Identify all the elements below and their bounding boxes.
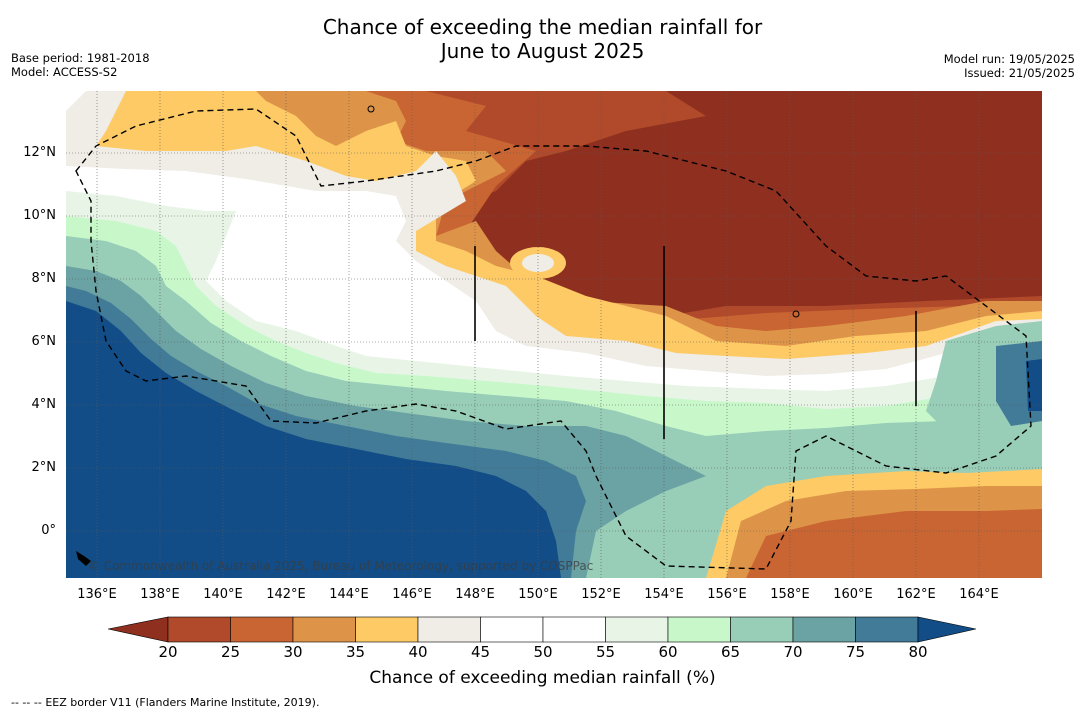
lat-label: 2°N — [31, 460, 57, 475]
lon-label: 144°E — [329, 587, 369, 602]
lon-label: 146°E — [392, 587, 432, 602]
chart-title-line2: June to August 2025 — [440, 39, 645, 63]
eez-legend: -- -- -- EEZ border V11 (Flanders Marine… — [11, 696, 319, 709]
model-text: Model: ACCESS-S2 — [11, 65, 118, 79]
colorbar-tick-label: 40 — [408, 643, 428, 661]
lat-label: 0° — [41, 523, 56, 538]
lat-label: 10°N — [23, 208, 56, 223]
lon-label: 138°E — [140, 587, 180, 602]
colorbar-tick-label: 70 — [783, 643, 803, 661]
map-graticule — [66, 91, 1042, 578]
colorbar-tick-label: 20 — [158, 643, 178, 661]
colorbar-extend-low — [108, 616, 169, 643]
copyright-text: © Commonwealth of Australia 2025, Bureau… — [88, 559, 594, 573]
colorbar-tick-label: 35 — [345, 643, 366, 661]
colorbar-segment — [667, 616, 731, 643]
lon-label: 162°E — [896, 587, 936, 602]
zone-se-25-30 — [746, 509, 1042, 578]
lat-label: 8°N — [31, 271, 57, 286]
rainfall-probability-map: © Commonwealth of Australia 2025, Bureau… — [66, 91, 1042, 578]
colorbar-extend-high — [917, 616, 977, 643]
eez-legend-text: EEZ border V11 (Flanders Marine Institut… — [45, 696, 320, 709]
colorbar-segment — [730, 616, 794, 643]
lon-label: 136°E — [77, 587, 117, 602]
eez-legend-symbol: -- -- -- — [11, 696, 42, 709]
lon-label: 142°E — [266, 587, 306, 602]
model-run-text: Model run: 19/05/2025 — [943, 52, 1075, 66]
colorbar-tick-label: 50 — [533, 643, 553, 661]
island-small-1 — [367, 105, 375, 113]
lon-label: 160°E — [833, 587, 873, 602]
colorbar-segment — [605, 616, 669, 643]
lon-label: 156°E — [707, 587, 747, 602]
lon-label: 152°E — [581, 587, 621, 602]
colorbar-tick-label: 60 — [658, 643, 678, 661]
colorbar-tick-label: 30 — [283, 643, 303, 661]
colorbar-segment — [167, 616, 231, 643]
colorbar-tick-label: 55 — [595, 643, 616, 661]
chart-title-line1: Chance of exceeding the median rainfall … — [322, 15, 763, 39]
colorbar — [108, 616, 977, 643]
colorbar-tick-label: 80 — [908, 643, 928, 661]
colorbar-tick-label: 65 — [720, 643, 741, 661]
colorbar-segment — [542, 616, 606, 643]
colorbar-segment — [855, 616, 919, 643]
colorbar-segment — [230, 616, 294, 643]
lat-label: 4°N — [31, 397, 57, 412]
island-small-2 — [792, 310, 800, 318]
lon-label: 148°E — [455, 587, 495, 602]
zone-east-gt80 — [1026, 359, 1042, 411]
base-period-text: Base period: 1981-2018 — [11, 51, 150, 65]
lon-label: 154°E — [644, 587, 684, 602]
lat-label: 6°N — [31, 334, 57, 349]
eez-border — [75, 108, 1032, 570]
colorbar-tick-label: 75 — [845, 643, 866, 661]
map-svg — [66, 91, 1042, 578]
lat-label: 12°N — [23, 145, 56, 160]
island-palau — [76, 551, 91, 566]
lon-label: 164°E — [959, 587, 999, 602]
colorbar-segment — [355, 616, 419, 643]
colorbar-tick-label: 45 — [470, 643, 491, 661]
colorbar-label: Chance of exceeding median rainfall (%) — [369, 668, 716, 688]
issued-text: Issued: 21/05/2025 — [964, 66, 1075, 80]
lon-label: 158°E — [770, 587, 810, 602]
lon-label: 150°E — [518, 587, 558, 602]
zone-gt80 — [66, 301, 561, 578]
colorbar-segment — [292, 616, 356, 643]
colorbar-tick-label: 25 — [220, 643, 241, 661]
colorbar-segment — [792, 616, 856, 643]
colorbar-segment — [417, 616, 481, 643]
colorbar-segment — [480, 616, 544, 643]
lon-label: 140°E — [203, 587, 243, 602]
